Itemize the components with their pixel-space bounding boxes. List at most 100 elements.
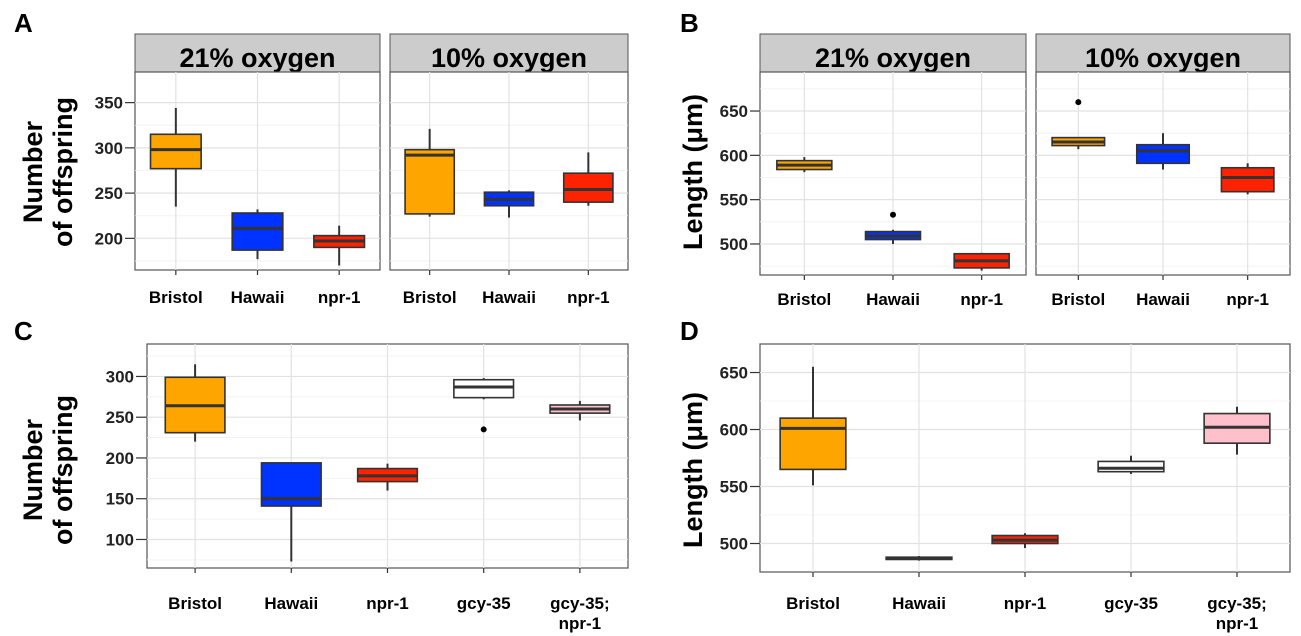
x-tick-label: Bristol [1051,290,1105,309]
panel-b: B Length (μm) 500 550 600 650 21% oxygen Bristo… [678,8,1291,309]
box-body [149,133,202,170]
x-tick-label: Bristol [168,594,222,613]
box-hawaii [260,462,322,562]
y-axis-label: Number [18,121,48,224]
y-tick-label: 550 [720,478,748,497]
box-body [779,417,847,471]
facet: 10% oxygen Bristol Hawaii npr-1 [1035,33,1291,309]
x-tick-label: Bristol [777,290,831,309]
box-body [1097,460,1165,473]
x-tick-label: Hawaii [1136,290,1190,309]
box-body [562,172,614,203]
y-tick-label: 500 [720,535,748,554]
y-tick-label: 500 [720,235,748,254]
y-tick-label: 650 [720,102,748,121]
facet: 21% oxygen Bristol Hawaii npr-1 [134,33,381,307]
x-tick-label: npr-1 [960,290,1003,309]
box-body [231,212,284,251]
x-tick-label: gcy-35; [1207,594,1267,613]
x-tick-label: npr-1 [366,594,409,613]
facet-strip-label: 21% oxygen [815,43,971,73]
box-bristol [1051,99,1106,150]
box-gcy-35-npr-1 [549,400,611,421]
box-body [404,148,456,215]
x-tick-label: npr-1 [1226,290,1269,309]
box-bristol [779,366,847,486]
x-tick-label: Hawaii [866,290,920,309]
box-outlier [480,426,487,433]
facet-strip-label: 21% oxygen [179,43,335,73]
y-tick-label: 350 [95,94,123,113]
facet-strip-label: 10% oxygen [431,43,587,73]
x-tick-label: Hawaii [482,288,536,307]
x-tick-label: Hawaii [892,594,946,613]
panel-letter: D [680,316,699,346]
x-tick-label: gcy-35 [1104,594,1158,613]
box-bristol [149,108,202,207]
box-gcy-35-npr-1 [1203,406,1271,455]
x-tick-label: Bristol [149,288,203,307]
panel-a: A Number of offspring 200 250 300 350 21% oxyge… [14,8,629,307]
x-tick-label: gcy-35; [550,594,610,613]
box-hawaii [864,211,922,244]
x-tick-label: npr-1 [1004,594,1047,613]
x-tick-label: gcy-35 [457,594,511,613]
box-body [453,378,515,399]
x-tick-label: Bristol [786,594,840,613]
facet-strip-label: 10% oxygen [1085,43,1241,73]
y-tick-label: 600 [720,146,748,165]
y-axis-label: Length (μm) [678,94,708,250]
box-npr-1 [953,252,1010,271]
x-tick-label: npr-1 [567,288,610,307]
y-tick-label: 150 [106,490,134,509]
y-axis-label: of offspring [48,97,78,247]
panel-letter: B [680,8,699,38]
y-tick-label: 650 [720,364,748,383]
x-tick-label: npr-1 [1216,614,1259,633]
y-axis-label: of offspring [48,395,78,545]
box-gcy-35 [453,378,515,433]
x-tick-label: Hawaii [231,288,285,307]
x-tick-label: npr-1 [559,614,602,633]
y-tick-label: 250 [106,408,134,427]
box-npr-1 [356,463,419,491]
box-npr-1 [1220,163,1275,195]
box-bristol [404,128,456,217]
y-tick-label: 300 [95,139,123,158]
panel-c: C Number of offspring 100 150 200 250 300 Bristo… [14,316,629,633]
box-bristol [776,157,833,173]
box-hawaii [483,190,535,218]
box-outlier [1075,99,1082,106]
y-tick-label: 200 [106,449,134,468]
facet: Bristol Hawaii npr-1 gcy-35 gcy-35;npr-1 [146,343,629,633]
panel-d: D Length (μm) 500 550 600 650 Bristol Hawaii npr… [678,316,1291,633]
panel-letter: C [14,316,33,346]
y-tick-label: 250 [95,184,123,203]
x-tick-label: npr-1 [318,288,361,307]
box-outlier [890,211,896,218]
box-hawaii [1135,133,1191,170]
y-tick-label: 100 [106,530,134,549]
facet: Bristol Hawaii npr-1 gcy-35 gcy-35;npr-1 [759,343,1291,633]
y-tick-label: 550 [720,191,748,210]
x-tick-label: Hawaii [264,594,318,613]
box-body [1220,166,1275,193]
box-gcy-35 [1097,455,1165,474]
y-axis-label: Length (μm) [678,392,708,548]
y-tick-label: 600 [720,421,748,440]
panel-letter: A [14,8,33,38]
x-tick-label: Bristol [403,288,457,307]
y-axis-label: Number [18,419,48,522]
box-hawaii [231,209,284,260]
y-tick-label: 300 [106,367,134,386]
box-npr-1 [991,533,1059,549]
box-body [1135,143,1191,165]
facet: 21% oxygen Bristol Hawaii npr-1 [759,33,1027,309]
facet: 10% oxygen Bristol Hawaii npr-1 [389,33,629,307]
box-bristol [164,364,226,442]
box-hawaii [885,556,953,561]
box-npr-1 [562,152,614,206]
y-tick-label: 200 [95,229,123,248]
box-npr-1 [313,225,366,266]
